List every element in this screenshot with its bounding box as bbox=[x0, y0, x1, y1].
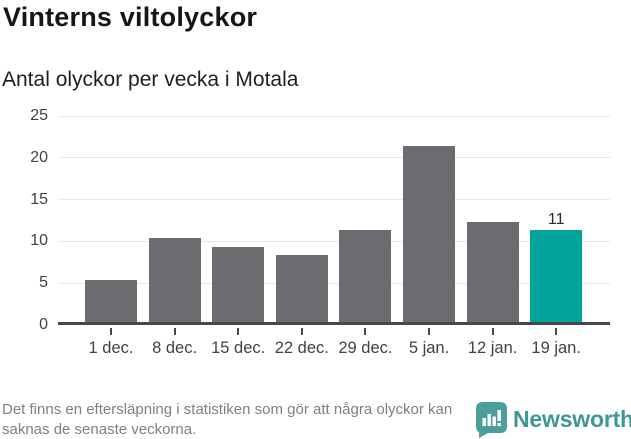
x-axis-label: 12 jan. bbox=[467, 339, 518, 357]
y-axis-label: 15 bbox=[30, 190, 48, 208]
plot-area bbox=[58, 115, 610, 325]
chart-subtitle: Antal olyckor per vecka i Motala bbox=[2, 68, 299, 91]
x-axis-tick bbox=[491, 328, 494, 335]
bar bbox=[466, 221, 519, 322]
x-axis-label: 29 dec. bbox=[338, 339, 393, 357]
x-axis-label: 8 dec. bbox=[152, 339, 198, 357]
x-axis-tick bbox=[237, 328, 240, 335]
x-axis-tick bbox=[555, 328, 558, 335]
page-title: Vinterns viltolyckor bbox=[3, 2, 258, 32]
y-axis-label: 10 bbox=[30, 232, 48, 250]
x-axis-label: 22 dec. bbox=[274, 339, 329, 357]
gridline-15 bbox=[58, 199, 610, 201]
bar bbox=[148, 238, 201, 322]
bar-value-label: 11 bbox=[547, 211, 565, 229]
y-axis-label: 25 bbox=[30, 107, 48, 124]
x-axis-tick bbox=[428, 328, 430, 335]
footnote: Det finns en eftersläpning i statistiken… bbox=[2, 401, 453, 438]
x-axis-tick bbox=[110, 328, 112, 335]
x-axis-label: 15 dec. bbox=[211, 339, 266, 357]
bar bbox=[275, 255, 328, 322]
gridline-5 bbox=[58, 282, 610, 284]
x-axis-label: 19 jan. bbox=[531, 339, 581, 357]
bar-chart: 0 5 10 15 20 25 1 dec. 8 dec. 15 dec. 22 dec. 29 d… bbox=[0, 107, 631, 376]
x-axis-tick bbox=[173, 328, 176, 335]
bar bbox=[85, 280, 137, 322]
newsworthy-bubble-chart-icon bbox=[476, 402, 507, 438]
newsworthy-logo: Newsworthy bbox=[476, 402, 631, 438]
x-axis-label: 1 dec. bbox=[88, 339, 134, 357]
y-axis-label: 20 bbox=[30, 148, 48, 166]
y-axis-label: 5 bbox=[39, 274, 48, 292]
x-axis-label: 5 jan. bbox=[408, 339, 450, 357]
bar bbox=[403, 146, 455, 322]
x-axis-tick bbox=[300, 328, 303, 335]
gridline-25 bbox=[58, 115, 610, 117]
x-axis-tick bbox=[364, 328, 367, 335]
bar bbox=[339, 230, 392, 322]
bar bbox=[530, 230, 583, 322]
gridline-20 bbox=[58, 157, 610, 159]
newsworthy-wordmark: Newsworthy bbox=[513, 406, 631, 432]
gridline-10 bbox=[58, 240, 610, 242]
y-axis-label: 0 bbox=[39, 316, 48, 333]
bar bbox=[212, 246, 265, 322]
